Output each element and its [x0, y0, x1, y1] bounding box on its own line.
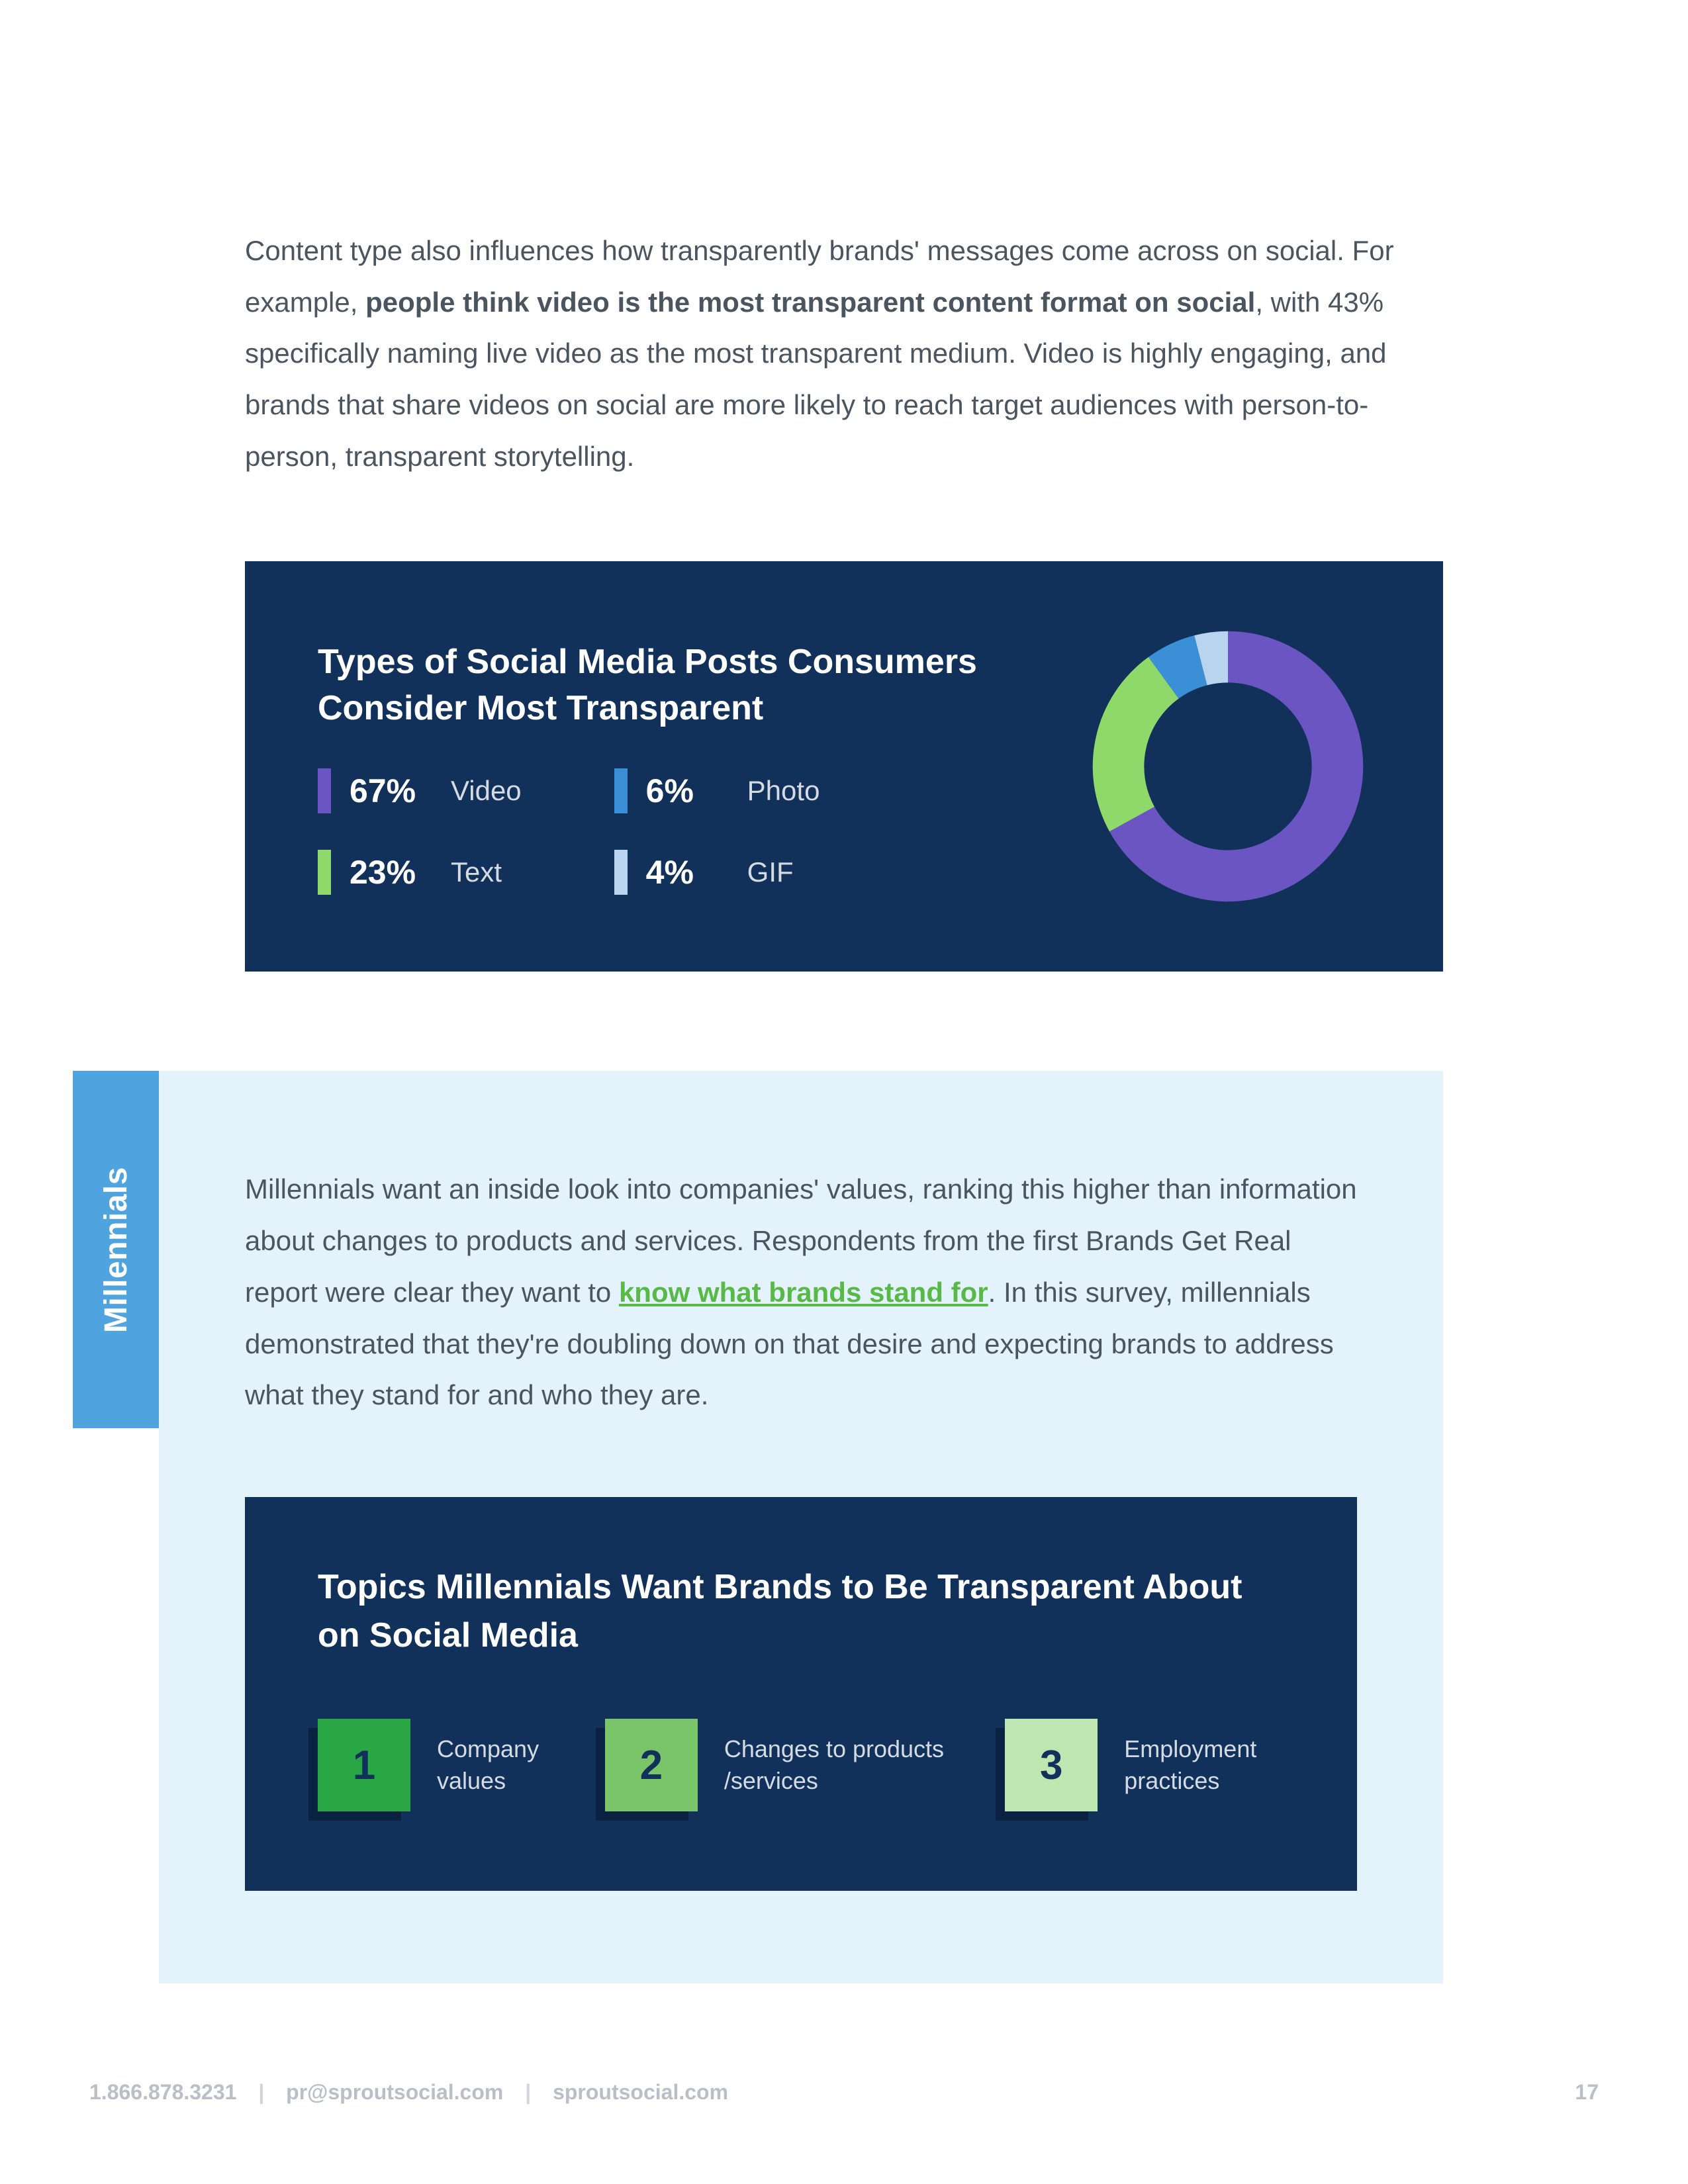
swatch: [318, 850, 331, 895]
chart-legend: 67% Video 6% Photo 23% Text 4% GIF: [318, 768, 820, 895]
topic-label: Changes to products /services: [724, 1733, 952, 1797]
legend-label: Photo: [747, 775, 820, 807]
millennials-panel: Millennials want an inside look into com…: [159, 1071, 1443, 1983]
legend-item-gif: 4% GIF: [614, 850, 820, 895]
legend-item-text: 23% Text: [318, 850, 522, 895]
page-number: 17: [1575, 2080, 1599, 2105]
donut-chart: [1086, 624, 1370, 909]
topics-title: Topics Millennials Want Brands to Be Tra…: [318, 1563, 1284, 1660]
topic-item-2: 2 Changes to products /services: [605, 1719, 952, 1811]
transparency-chart-card: Types of Social Media Posts Consumers Co…: [245, 561, 1443, 972]
topic-label: Company values: [437, 1733, 552, 1797]
intro-paragraph: Content type also influences how transpa…: [245, 225, 1443, 482]
swatch: [614, 850, 628, 895]
millennials-section: Millennials Millennials want an inside l…: [73, 1071, 1443, 1983]
numbox: 1: [318, 1719, 410, 1811]
legend-label: Video: [451, 775, 522, 807]
topic-item-3: 3 Employment practices: [1005, 1719, 1284, 1811]
numbox: 3: [1005, 1719, 1098, 1811]
topic-label: Employment practices: [1124, 1733, 1284, 1797]
legend-pct: 23%: [350, 853, 432, 891]
legend-pct: 6%: [646, 772, 729, 810]
swatch: [318, 768, 331, 813]
footer-site: sproutsocial.com: [553, 2080, 728, 2104]
brands-stand-for-link[interactable]: know what brands stand for: [619, 1277, 988, 1308]
legend-item-video: 67% Video: [318, 768, 522, 813]
intro-text-bold: people think video is the most transpare…: [365, 287, 1255, 318]
legend-pct: 4%: [646, 853, 729, 891]
millennials-paragraph: Millennials want an inside look into com…: [245, 1163, 1357, 1420]
footer-sep: |: [525, 2080, 531, 2104]
topic-item-1: 1 Company values: [318, 1719, 552, 1811]
legend-label: GIF: [747, 856, 794, 888]
millennials-tab: Millennials: [73, 1071, 159, 1428]
swatch: [614, 768, 628, 813]
topics-card: Topics Millennials Want Brands to Be Tra…: [245, 1497, 1357, 1891]
chart-title: Types of Social Media Posts Consumers Co…: [318, 639, 1046, 731]
donut-slice: [1093, 657, 1179, 832]
legend-pct: 67%: [350, 772, 432, 810]
footer-sep: |: [258, 2080, 264, 2104]
legend-item-photo: 6% Photo: [614, 768, 820, 813]
legend-label: Text: [451, 856, 502, 888]
footer-email: pr@sproutsocial.com: [286, 2080, 503, 2104]
millennials-tab-label: Millennials: [98, 1167, 134, 1333]
topics-row: 1 Company values 2 Changes to products /…: [318, 1719, 1284, 1811]
page-footer: 1.866.878.3231 | pr@sproutsocial.com | s…: [89, 2080, 1599, 2105]
footer-phone: 1.866.878.3231: [89, 2080, 236, 2104]
numbox: 2: [605, 1719, 698, 1811]
